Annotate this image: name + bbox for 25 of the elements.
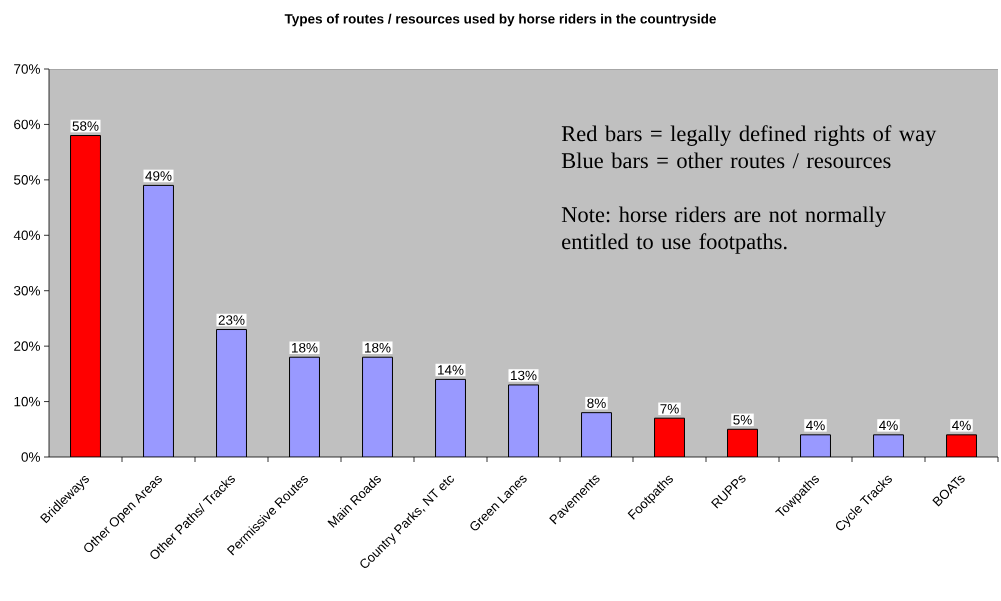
data-label: 49% [145, 171, 172, 181]
data-label: 23% [218, 315, 245, 325]
chart-title: Types of routes / resources used by horse riders in the countryside [284, 13, 716, 27]
annotation: Red bars = legally defined rights of way [561, 125, 937, 146]
data-label: 5% [733, 415, 752, 425]
y-tick-label: 30% [13, 285, 40, 296]
data-label: 4% [806, 420, 825, 431]
data-label: 18% [365, 342, 391, 353]
data-label: 58% [72, 121, 99, 131]
y-tick-label: 60% [14, 119, 40, 130]
data-label: 18% [292, 342, 318, 353]
y-tick-label: 40% [13, 230, 40, 241]
data-label: 14% [438, 365, 464, 375]
y-tick-label: 0% [21, 452, 40, 462]
data-label: 8% [587, 398, 606, 408]
y-tick-label: 20% [14, 341, 40, 351]
y-tick-label: 70% [14, 64, 40, 74]
annotation: Blue bars = other routes / resources [561, 152, 891, 169]
y-tick-label: 50% [14, 175, 40, 185]
data-label: 4% [952, 420, 971, 431]
data-label: 4% [879, 420, 898, 431]
y-tick-label: 10% [14, 396, 40, 407]
annotation: Note: horse riders are not normally entitled to use footpaths. [561, 206, 887, 254]
data-label: 7% [660, 404, 679, 414]
data-label: 13% [511, 370, 537, 381]
